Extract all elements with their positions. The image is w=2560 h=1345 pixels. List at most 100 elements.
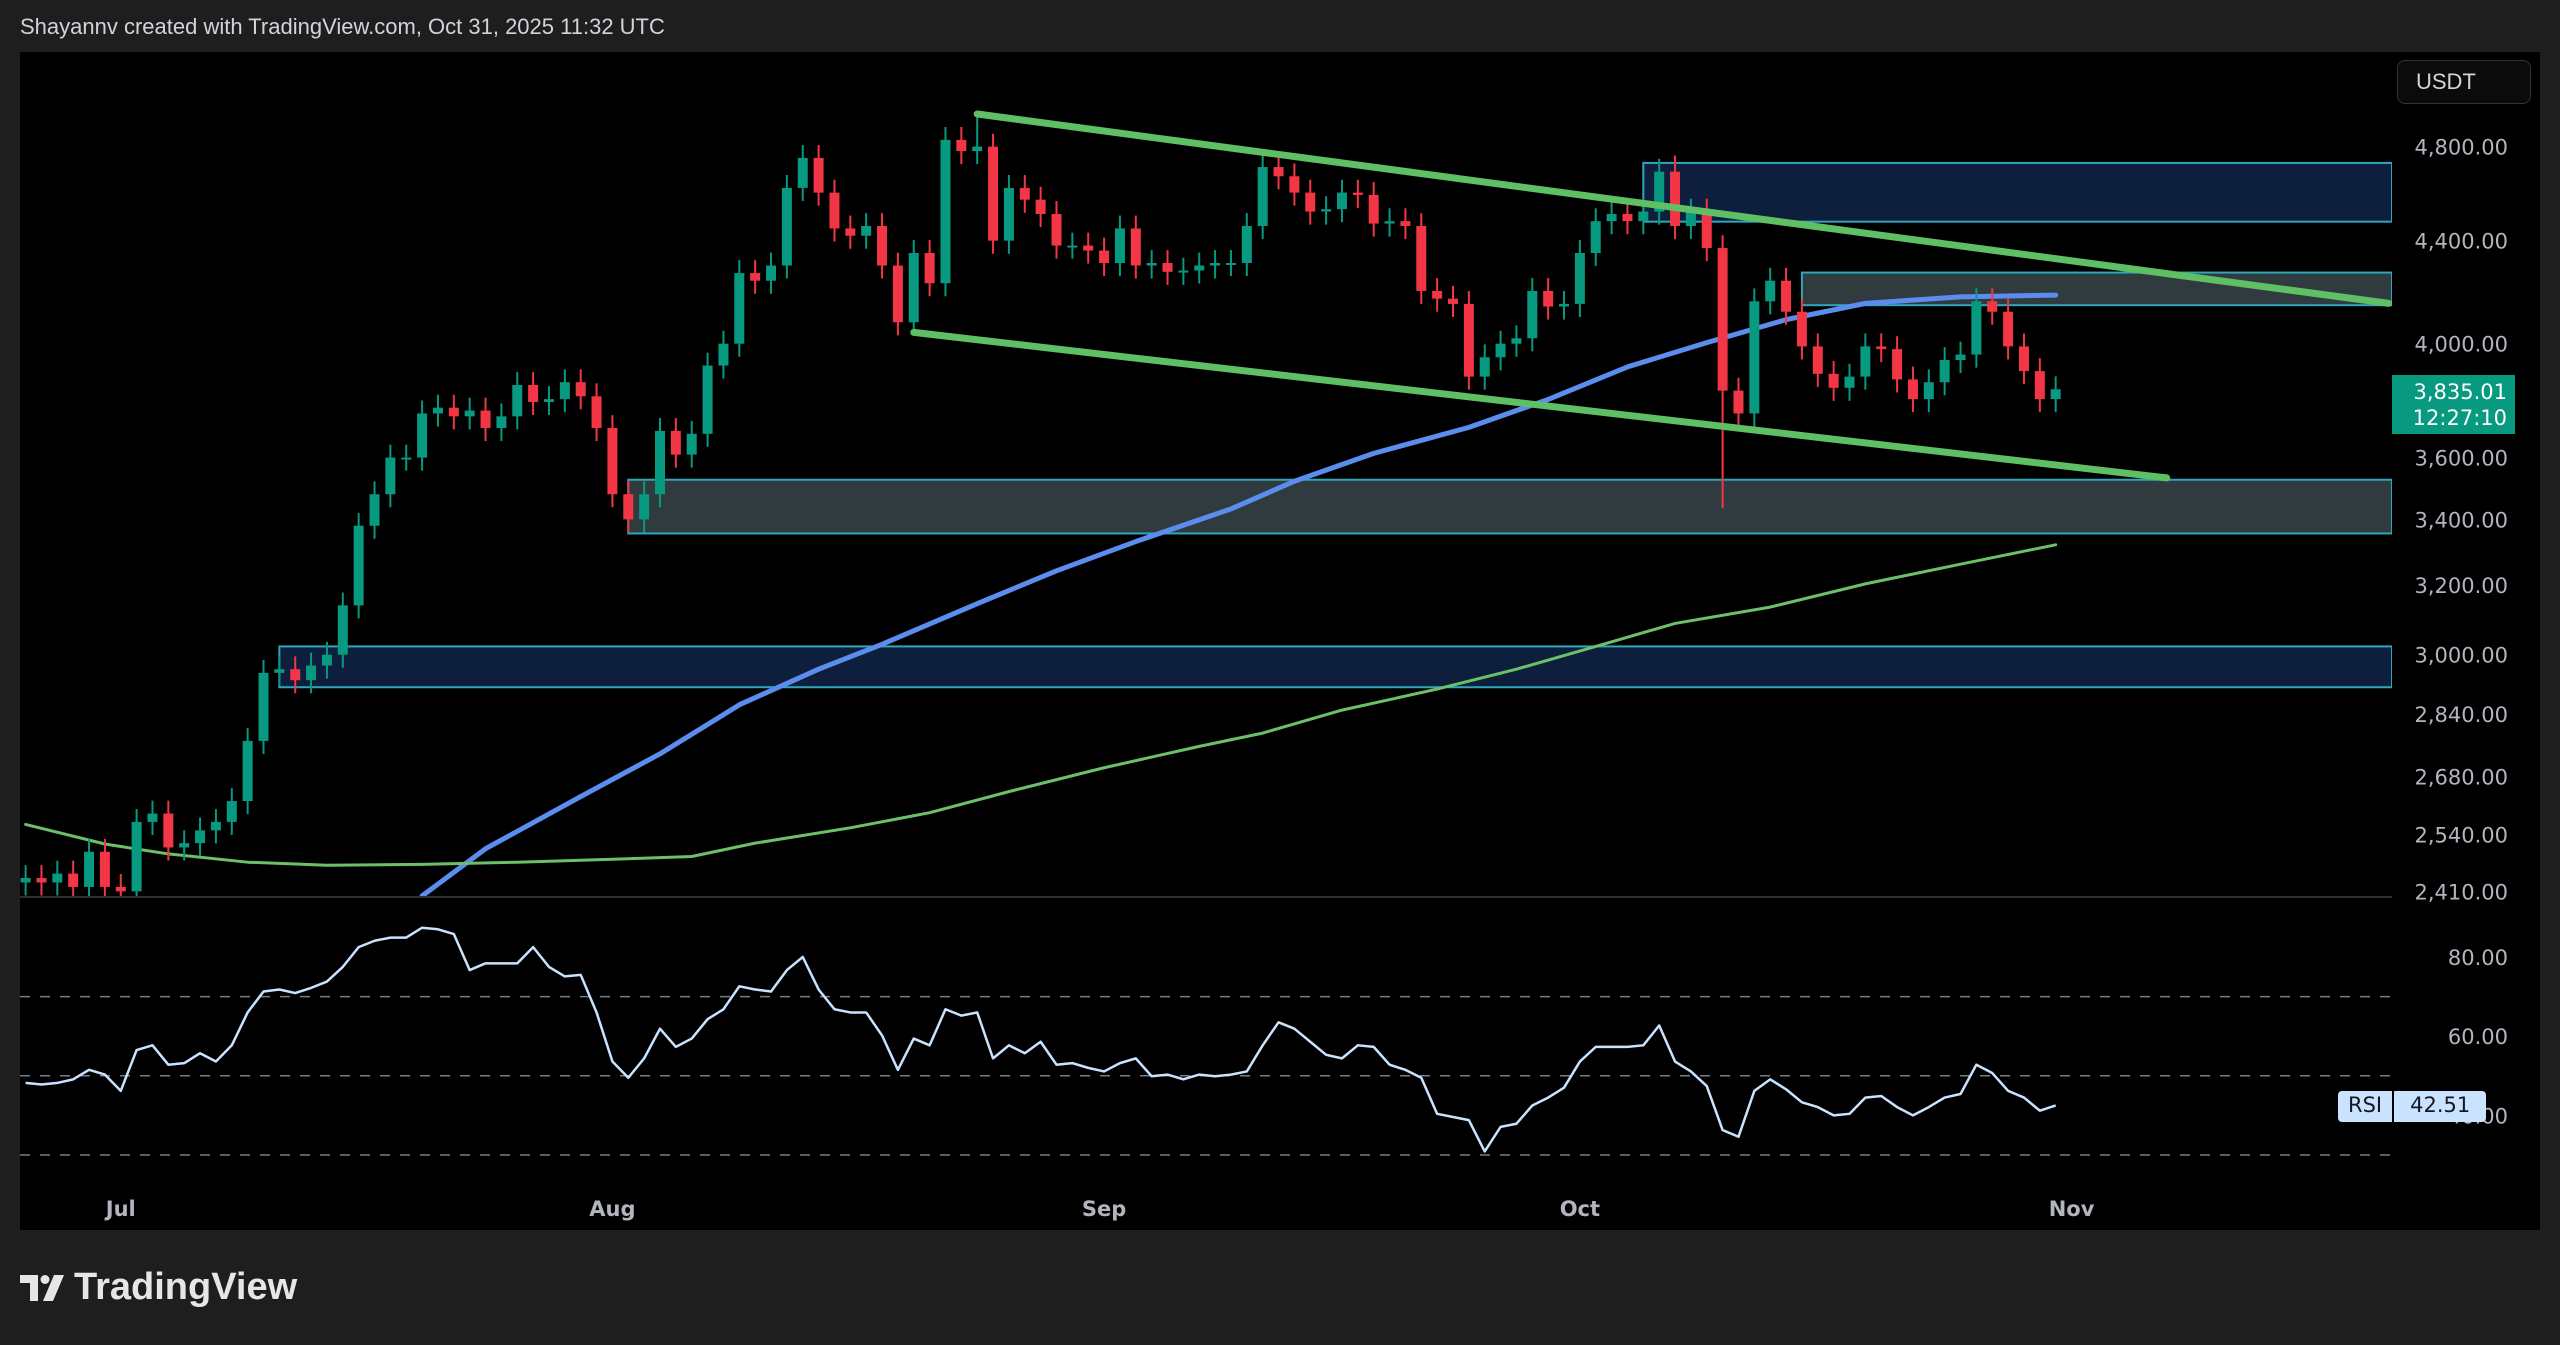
- candle: [369, 481, 380, 539]
- candle: [1543, 278, 1554, 320]
- candle: [353, 512, 364, 619]
- candle: [1923, 369, 1934, 413]
- rsi-label: RSI: [2338, 1091, 2393, 1122]
- candle: [972, 113, 983, 165]
- candle: [448, 394, 459, 430]
- time-tick-label: Nov: [2049, 1197, 2095, 1221]
- candle-body: [385, 457, 396, 495]
- candle-body: [496, 416, 507, 428]
- candle: [1606, 201, 1617, 235]
- candle: [1432, 278, 1443, 312]
- rsi-line: [25, 926, 2057, 1153]
- candle: [781, 175, 792, 279]
- candle-body: [52, 873, 63, 883]
- tradingview-logo[interactable]: TradingView: [20, 1266, 297, 1309]
- candle-body: [1083, 245, 1094, 251]
- candle: [1114, 215, 1125, 277]
- moving-average-fast: [419, 292, 2059, 897]
- candle: [195, 817, 206, 857]
- candle: [274, 656, 285, 686]
- candle-body: [1463, 303, 1474, 377]
- candle: [385, 444, 396, 508]
- candle-body: [1606, 213, 1617, 222]
- candle: [99, 838, 110, 897]
- candle: [988, 133, 999, 254]
- candle: [464, 397, 475, 430]
- candle: [52, 860, 63, 896]
- candle-body: [559, 382, 570, 400]
- rsi-tick-label: 60.00: [2448, 1025, 2508, 1049]
- candle-body: [1384, 221, 1395, 224]
- candle: [1225, 250, 1236, 277]
- candle: [20, 865, 31, 896]
- candle-body: [2003, 311, 2014, 347]
- price-tick-label: 2,680.00: [2414, 766, 2508, 790]
- currency-button[interactable]: USDT: [2397, 60, 2531, 104]
- candle: [2034, 358, 2045, 413]
- candle-body: [1828, 373, 1839, 388]
- candle: [1099, 237, 1110, 277]
- candle-body: [401, 457, 412, 460]
- brand-name: TradingView: [74, 1266, 298, 1308]
- candle: [417, 400, 428, 471]
- candle-body: [797, 157, 808, 188]
- candle-body: [131, 821, 142, 892]
- candle-body: [1876, 346, 1887, 350]
- candle-body: [1210, 262, 1221, 266]
- candle-body: [1987, 301, 1998, 312]
- candle-body: [1003, 187, 1014, 241]
- candle-body: [115, 886, 126, 892]
- candle-body: [543, 399, 554, 402]
- candle-body: [1225, 262, 1236, 265]
- candle: [1130, 215, 1141, 279]
- candle: [655, 417, 665, 508]
- candle: [1162, 250, 1173, 285]
- candle-body: [718, 343, 729, 366]
- candle: [401, 444, 412, 471]
- candle: [1511, 325, 1522, 357]
- candle: [686, 420, 697, 468]
- candle-body: [1590, 221, 1601, 254]
- candle: [1321, 196, 1332, 225]
- candle: [1067, 232, 1078, 259]
- candle-body: [2018, 346, 2029, 372]
- price-tick-label: 2,540.00: [2414, 824, 2508, 848]
- candle-body: [781, 187, 792, 266]
- candle-body: [306, 665, 317, 681]
- candle: [1654, 158, 1665, 225]
- candle-body: [591, 396, 602, 428]
- candle-body: [1241, 226, 1252, 263]
- candle-body: [1336, 192, 1347, 210]
- channel-lower-line: [910, 328, 2171, 482]
- candle-body: [1289, 176, 1300, 193]
- candle: [1352, 179, 1363, 209]
- candle: [242, 728, 253, 815]
- price-axis[interactable]: 4,800.00 4,400.00 4,000.00 3,600.00 3,400.00…: [2414, 136, 2508, 905]
- candle: [639, 481, 650, 533]
- candle-body: [1035, 199, 1046, 214]
- candle: [1083, 232, 1094, 264]
- candle-body: [734, 273, 745, 344]
- candle: [306, 652, 317, 694]
- candle-body: [1352, 192, 1363, 195]
- candle-body: [1067, 245, 1078, 248]
- candle-body: [1670, 171, 1681, 227]
- zone-range: [627, 478, 2392, 535]
- candle-body: [417, 413, 428, 458]
- candle-body: [1495, 343, 1506, 358]
- candle: [1194, 252, 1205, 284]
- candle: [1876, 333, 1887, 363]
- candle-body: [1432, 290, 1443, 299]
- chart-frame[interactable]: [20, 52, 2540, 1230]
- candle-body: [290, 669, 301, 681]
- candle-body: [1685, 211, 1696, 227]
- candle: [1685, 198, 1696, 240]
- time-axis[interactable]: Jul Aug Sep Oct Nov: [104, 1197, 2095, 1221]
- candle-body: [861, 226, 872, 236]
- candle: [877, 213, 888, 279]
- candle: [210, 809, 221, 844]
- candle: [956, 126, 967, 165]
- candle-body: [163, 813, 174, 848]
- candle: [1257, 154, 1268, 240]
